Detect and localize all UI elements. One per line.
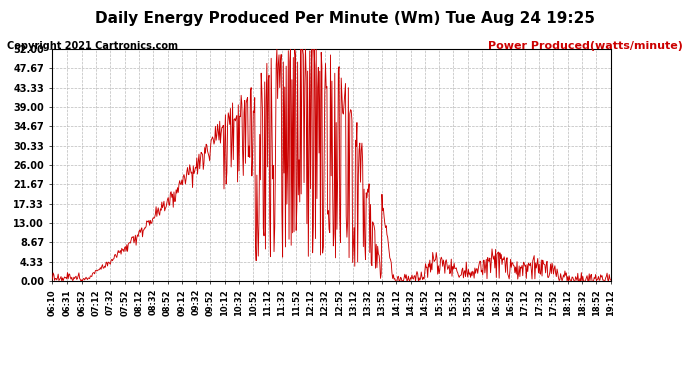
Text: Daily Energy Produced Per Minute (Wm) Tue Aug 24 19:25: Daily Energy Produced Per Minute (Wm) Tu… xyxy=(95,11,595,26)
Text: Copyright 2021 Cartronics.com: Copyright 2021 Cartronics.com xyxy=(7,41,178,51)
Text: Power Produced(watts/minute): Power Produced(watts/minute) xyxy=(489,41,683,51)
